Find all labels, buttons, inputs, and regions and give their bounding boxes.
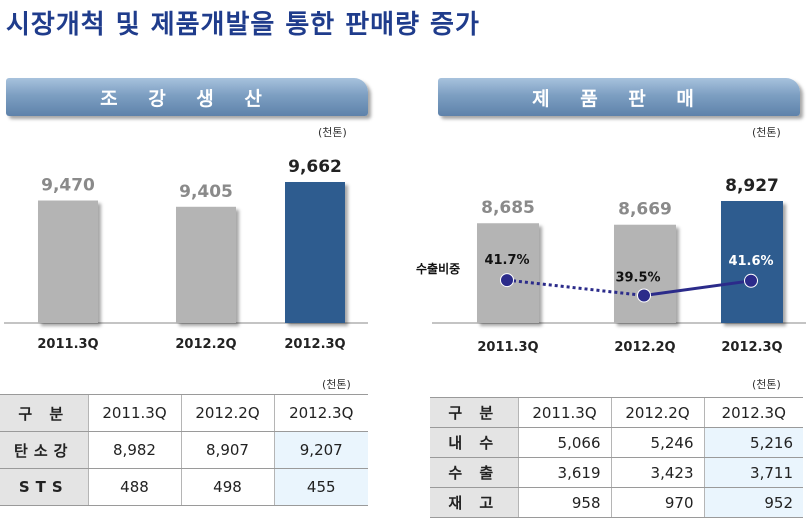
table-cell: 5,246 — [610, 427, 704, 458]
table-cell: 3,619 — [517, 457, 611, 488]
table-cell: 3,423 — [610, 457, 704, 488]
export-share-point — [500, 273, 514, 288]
table-row: 내 수 5,066 5,246 5,216 — [430, 427, 803, 458]
export-share-point — [637, 288, 651, 303]
bar-value-label: 9,662 — [288, 157, 342, 177]
bar-value-label: 9,470 — [41, 176, 95, 196]
bar-value-label: 8,669 — [618, 200, 672, 220]
bar — [176, 206, 236, 323]
category-label: 2011.3Q — [37, 337, 98, 352]
production-table: 구 분 2011.3Q 2012.2Q 2012.3Q 탄소강 8,982 8,… — [0, 394, 368, 506]
bar — [477, 223, 539, 323]
export-share-segment — [643, 279, 752, 297]
bar-charts: 9,470 2011.3Q 9,405 2012.2Q 9,662 2012.3Q 8,68… — [4, 157, 806, 355]
header-cell: 2012.2Q — [610, 397, 704, 428]
bar — [38, 200, 98, 323]
production-banner: 조 강 생 산 — [6, 78, 368, 116]
bar-value-label: 8,685 — [481, 198, 535, 218]
table-cell: 3,711 — [703, 457, 803, 488]
export-share-label: 41.6% — [728, 254, 773, 269]
category-label: 2012.2Q — [614, 340, 675, 355]
table-header-row: 구 분 2011.3Q 2012.2Q 2012.3Q — [0, 394, 368, 432]
table-cell: 9,207 — [273, 431, 368, 469]
table-row: 탄소강 8,982 8,907 9,207 — [0, 431, 368, 469]
table-cell: 5,216 — [703, 427, 803, 458]
table-row: 수 출 3,619 3,423 3,711 — [430, 457, 803, 488]
table-cell: 970 — [610, 487, 704, 518]
header-cell: 구 분 — [430, 397, 518, 428]
bar-value-label: 9,405 — [179, 182, 233, 202]
row-label: 내 수 — [430, 427, 518, 458]
category-label: 2012.2Q — [175, 337, 236, 352]
sales-table-unit: (천톤) — [752, 378, 781, 391]
export-share-point — [744, 273, 758, 288]
export-share-segment — [506, 278, 645, 297]
row-label: 탄소강 — [0, 431, 88, 469]
production-unit-label: (천톤) — [318, 126, 347, 139]
table-cell: 958 — [517, 487, 611, 518]
production-table-unit: (천톤) — [322, 378, 351, 391]
bar — [721, 201, 783, 323]
table-header-row: 구 분 2011.3Q 2012.2Q 2012.3Q — [430, 397, 803, 428]
header-cell: 구 분 — [0, 394, 88, 432]
header-cell: 2012.3Q — [703, 397, 803, 428]
table-row: 재 고 958 970 952 — [430, 487, 803, 518]
table-row: STS 488 498 455 — [0, 468, 368, 506]
bar — [614, 224, 676, 323]
bar — [285, 182, 345, 323]
header-cell: 2011.3Q — [87, 394, 181, 432]
export-share-series-label: 수출비중 — [416, 261, 460, 276]
category-label: 2011.3Q — [477, 340, 538, 355]
header-cell: 2012.2Q — [180, 394, 274, 432]
table-cell: 8,907 — [180, 431, 274, 469]
export-share-label: 41.7% — [484, 253, 529, 268]
page-title: 시장개척 및 제품개발을 통한 판매량 증가 — [6, 10, 480, 40]
header-cell: 2011.3Q — [517, 397, 611, 428]
sales-unit-label: (천톤) — [752, 126, 781, 139]
row-label: 수 출 — [430, 457, 518, 488]
row-label: 재 고 — [430, 487, 518, 518]
row-label: STS — [0, 468, 88, 506]
table-cell: 5,066 — [517, 427, 611, 458]
table-cell: 952 — [703, 487, 803, 518]
export-share-label: 39.5% — [615, 271, 660, 286]
table-cell: 498 — [180, 468, 274, 506]
table-cell: 455 — [273, 468, 368, 506]
sales-banner: 제 품 판 매 — [438, 78, 800, 116]
bar-value-label: 8,927 — [725, 176, 779, 196]
category-label: 2012.3Q — [284, 337, 345, 352]
table-cell: 8,982 — [87, 431, 181, 469]
category-label: 2012.3Q — [721, 340, 782, 355]
sales-table: 구 분 2011.3Q 2012.2Q 2012.3Q 내 수 5,066 5,… — [430, 397, 803, 518]
header-cell: 2012.3Q — [273, 394, 368, 432]
table-cell: 488 — [87, 468, 181, 506]
